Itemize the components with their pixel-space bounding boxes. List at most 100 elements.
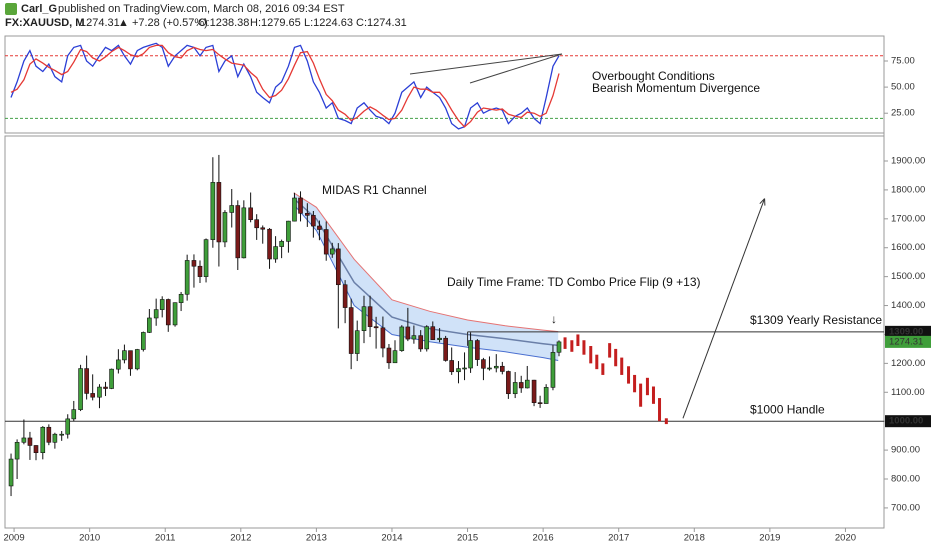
candle-body: [392, 350, 398, 364]
candle-body: [292, 197, 297, 222]
candle-body: [248, 207, 253, 220]
y-tick-label: 800.00: [891, 474, 920, 485]
divergence-line: [469, 53, 563, 84]
candle-body: [153, 309, 159, 319]
candle-body: [184, 260, 190, 295]
published: published on TradingView.com, March 08, …: [58, 3, 345, 15]
candle-body: [203, 239, 209, 277]
candle-body: [97, 386, 102, 398]
x-tick-label: 2020: [835, 533, 856, 544]
projection-bar: [627, 366, 631, 384]
candle-body: [437, 337, 442, 340]
y-tick-label: 1200.00: [891, 358, 925, 369]
candle-body: [165, 299, 171, 326]
candle-body: [329, 248, 335, 255]
candle-body: [348, 307, 354, 354]
high: H:1279.65: [250, 17, 301, 29]
candle-body: [386, 347, 392, 364]
projection-bar: [608, 343, 612, 358]
candle-body: [52, 433, 58, 443]
candle-body: [103, 386, 108, 389]
candle-body: [424, 326, 430, 350]
candle-body: [354, 330, 360, 354]
projection-bar: [563, 337, 567, 349]
arrow-head: [759, 198, 766, 206]
candle-body: [40, 426, 46, 454]
projection-bar: [589, 346, 593, 364]
annotation: Bearish Momentum Divergence: [592, 81, 760, 95]
candle-body: [481, 359, 486, 369]
x-tick-label: 2013: [306, 533, 327, 544]
candle-body: [59, 433, 64, 436]
y-tick-label: 25.00: [891, 108, 915, 119]
candle-body: [456, 368, 461, 373]
candle-body: [556, 341, 562, 353]
candle-body: [305, 213, 310, 216]
candle-body: [254, 219, 259, 229]
projection-bar: [601, 363, 605, 375]
candle-body: [122, 350, 127, 361]
candle-body: [506, 371, 511, 395]
x-tick-label: 2010: [79, 533, 100, 544]
projection-bar: [664, 418, 668, 425]
candle-body: [21, 437, 27, 443]
projection-bar: [620, 357, 624, 375]
y-tick-label: 50.00: [891, 82, 915, 93]
candle-body: [430, 326, 436, 340]
candle-body: [27, 437, 33, 446]
candle-body: [468, 340, 473, 369]
x-tick-label: 2009: [3, 533, 24, 544]
candle-body: [279, 241, 284, 247]
y-tick-label: 1400.00: [891, 300, 925, 311]
projection-bar: [614, 348, 618, 367]
candle-body: [512, 382, 518, 395]
candle-body: [90, 393, 95, 398]
candle-body: [399, 326, 405, 351]
projection-arrow: [682, 198, 766, 419]
candle-body: [229, 205, 235, 213]
annotation: ↓: [551, 312, 557, 326]
candle-body: [411, 335, 417, 340]
candle-body: [518, 382, 524, 389]
candle-body: [361, 306, 367, 331]
x-tick-label: 2016: [533, 533, 554, 544]
candle-body: [487, 367, 492, 370]
projection-bar: [639, 383, 643, 407]
candle-body: [405, 326, 411, 340]
x-tick-label: 2015: [457, 533, 478, 544]
change: ▲ +7.28 (+0.57%): [118, 17, 208, 29]
candle-body: [342, 284, 348, 308]
candle-body: [65, 418, 71, 435]
candle-body: [222, 212, 228, 243]
candle-body: [475, 340, 480, 360]
x-tick-label: 2011: [155, 533, 175, 544]
projection-bar: [595, 354, 599, 370]
channel-upper: [293, 192, 559, 333]
level-box: [885, 415, 931, 428]
x-tick-label: 2012: [230, 533, 251, 544]
y-tick-label: 700.00: [891, 502, 920, 513]
candle-body: [449, 360, 454, 373]
y-tick-label: 1700.00: [891, 213, 925, 224]
candle-body: [543, 387, 549, 404]
y-tick-label: 900.00: [891, 445, 920, 456]
candle-body: [147, 317, 152, 333]
y-tick-label: 75.00: [891, 56, 915, 67]
candle-body: [380, 327, 386, 349]
candle-body: [373, 326, 379, 329]
projection-bar: [570, 340, 574, 352]
candle-body: [418, 335, 423, 350]
candle-body: [78, 368, 83, 410]
candle-body: [159, 299, 165, 310]
candle-body: [493, 365, 499, 369]
projection-bar: [576, 334, 580, 347]
level-label: 1309.00: [889, 326, 923, 337]
y-tick-label: 1900.00: [891, 156, 925, 167]
candle-body: [46, 426, 52, 443]
y-tick-label: 1600.00: [891, 242, 925, 253]
candle-body: [260, 227, 266, 230]
candle-body: [286, 220, 291, 242]
candle-body: [311, 215, 316, 227]
